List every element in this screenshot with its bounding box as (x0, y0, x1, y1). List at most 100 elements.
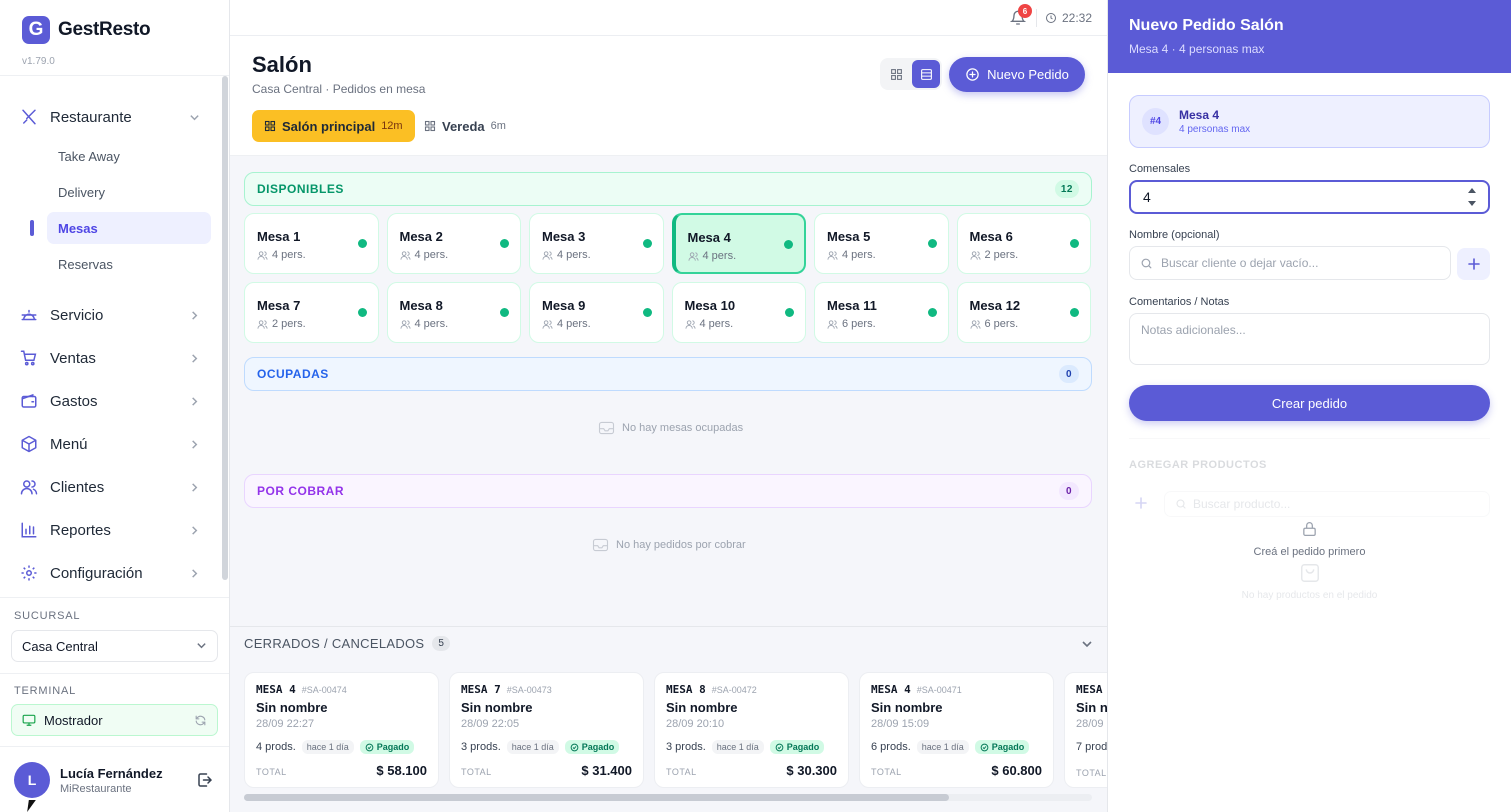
new-order-button[interactable]: Nuevo Pedido (949, 57, 1085, 92)
section-label: DISPONIBLES (257, 182, 344, 196)
cloche-icon (20, 306, 38, 324)
diners-stepper[interactable] (1466, 188, 1478, 206)
chevron-down-icon (188, 111, 200, 123)
table-card[interactable]: Mesa 7 2 pers. (244, 282, 379, 343)
terminal-value: Mostrador (44, 712, 103, 728)
closed-orders-scroller[interactable]: MESA 4 #SA-00474 Sin nombre 28/09 22:27 4 pr… (230, 668, 1107, 792)
nav-reservas[interactable]: Reservas (58, 256, 113, 272)
closed-order-card[interactable]: MESA 8 #SA-00472 Sin nombre 28/09 20:10 3 pr… (654, 672, 849, 788)
section-occupied[interactable]: OCUPADAS 0 (244, 357, 1092, 391)
page-subtitle: Casa Central · Pedidos en mesa (252, 82, 426, 96)
selected-table-card: #4 Mesa 4 4 personas max (1129, 95, 1490, 148)
terminal-select[interactable]: Mostrador (11, 704, 218, 736)
horizontal-scrollbar[interactable] (244, 794, 1092, 801)
nav-mesas[interactable]: Mesas (47, 212, 211, 244)
zone-tab-salon-principal[interactable]: Salón principal 12m (252, 110, 415, 142)
client-search-input[interactable] (1161, 256, 1440, 270)
section-available[interactable]: DISPONIBLES 12 (244, 172, 1092, 206)
table-name: Mesa 7 (257, 298, 301, 313)
chevron-down-icon[interactable] (1081, 638, 1093, 650)
status-dot (642, 308, 652, 317)
nav-ventas[interactable]: Ventas (20, 346, 200, 370)
nav-gastos[interactable]: Gastos (20, 389, 200, 413)
grid-view-button[interactable] (882, 60, 910, 88)
brand[interactable]: G GestResto (22, 16, 151, 44)
table-card[interactable]: Mesa 1 4 pers. (244, 213, 379, 274)
table-pers: 4 pers. (272, 249, 306, 261)
cart-icon (20, 349, 38, 367)
nav-servicio[interactable]: Servicio (20, 303, 200, 327)
list-view-button[interactable] (912, 60, 940, 88)
panel-subtitle: Mesa 4 · 4 personas max (1129, 42, 1265, 56)
order-date: 28/09 (1076, 718, 1104, 730)
table-card[interactable]: Mesa 9 4 pers. (529, 282, 664, 343)
users-icon (257, 319, 268, 329)
notes-textarea[interactable] (1129, 313, 1490, 365)
closed-order-card[interactable]: MESA 4 #SA-00471 Sin nombre 28/09 15:09 6 pr… (859, 672, 1054, 788)
bar-chart-icon (20, 521, 38, 539)
table-card[interactable]: Mesa 10 4 pers. (671, 282, 806, 343)
users-icon (399, 319, 411, 329)
client-search[interactable] (1129, 246, 1451, 280)
view-toggle (880, 58, 942, 90)
nav-reportes[interactable]: Reportes (20, 518, 200, 542)
table-card[interactable]: Mesa 5 4 pers. (814, 213, 949, 274)
panel-header: Nuevo Pedido Salón Mesa 4 · 4 personas m… (1108, 0, 1511, 73)
order-ago: hace 1 día (711, 740, 764, 754)
status-dot (500, 308, 509, 317)
table-name: Mesa 1 (257, 229, 301, 244)
table-card[interactable]: Mesa 4 4 pers. (671, 213, 806, 274)
box-icon (20, 435, 38, 453)
users-icon (687, 251, 699, 261)
table-card[interactable]: Mesa 6 2 pers. (956, 213, 1091, 274)
refresh-icon[interactable] (194, 714, 207, 727)
zone-label: Salón principal (282, 118, 376, 134)
create-order-button[interactable]: Crear pedido (1129, 385, 1490, 421)
search-icon (1175, 498, 1187, 510)
users-icon (257, 250, 268, 260)
nav-menu[interactable]: Menú (20, 432, 200, 456)
table-card[interactable]: Mesa 8 4 pers. (386, 282, 521, 343)
table-card[interactable]: Mesa 2 4 pers. (386, 213, 521, 274)
empty-products: No hay productos en el pedido (1129, 562, 1490, 601)
nav-configuracion[interactable]: Configuración (20, 561, 200, 585)
table-card[interactable]: Mesa 11 6 pers. (814, 282, 949, 343)
notification-badge: 6 (1018, 4, 1032, 18)
closed-count: 5 (432, 636, 451, 651)
table-pers: 6 pers. (984, 318, 1019, 330)
nav-delivery[interactable]: Delivery (58, 184, 105, 200)
table-card[interactable]: Mesa 12 6 pers. (956, 282, 1091, 343)
nav-restaurante[interactable]: Restaurante (20, 105, 200, 129)
nav-clientes[interactable]: Clientes (20, 475, 200, 499)
bag-icon (1129, 562, 1490, 584)
user-profile[interactable]: L Lucía Fernández MiRestaurante (14, 762, 214, 798)
branch-select[interactable]: Casa Central (11, 630, 218, 662)
users-icon (684, 319, 696, 329)
add-client-button[interactable] (1457, 248, 1490, 280)
table-card[interactable]: Mesa 3 4 pers. (529, 213, 664, 274)
scrollbar-thumb[interactable] (244, 794, 949, 801)
lock-icon (1129, 520, 1490, 538)
status-dot (785, 308, 794, 317)
sidebar-scrollbar[interactable] (222, 76, 228, 580)
closed-order-card[interactable]: MESA 7 #SA-00473 Sin nombre 28/09 22:05 3 pr… (449, 672, 644, 788)
diners-input[interactable] (1129, 180, 1490, 214)
divider (1036, 9, 1037, 27)
total-label: TOTAL (461, 767, 492, 777)
table-pers: 4 pers. (414, 318, 449, 330)
users-icon (20, 478, 38, 496)
closed-orders-header[interactable]: CERRADOS / CANCELADOS 5 (230, 626, 1107, 660)
chevron-right-icon (188, 395, 200, 407)
section-to-charge[interactable]: POR COBRAR 0 (244, 474, 1092, 508)
logout-icon[interactable] (196, 771, 214, 789)
users-icon (542, 250, 553, 260)
nav-take-away[interactable]: Take Away (58, 148, 120, 164)
zone-tab-vereda[interactable]: Vereda 6m (412, 110, 518, 142)
order-ago: hace 1 día (916, 740, 969, 754)
grid-icon (890, 68, 902, 80)
table-name: Mesa 3 (542, 229, 586, 244)
closed-order-card[interactable]: MESA 4 #SA-00474 Sin nombre 28/09 22:27 4 pr… (244, 672, 439, 788)
section-label: OCUPADAS (257, 367, 329, 381)
status-dot (784, 240, 793, 249)
